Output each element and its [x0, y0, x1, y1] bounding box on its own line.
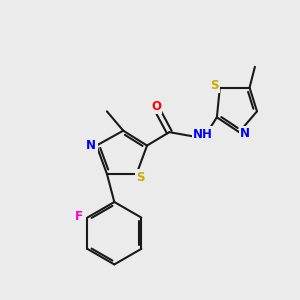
Text: NH: NH [193, 128, 213, 141]
Text: O: O [151, 100, 161, 113]
Text: N: N [240, 127, 250, 140]
Text: N: N [86, 139, 96, 152]
Text: F: F [75, 210, 83, 223]
Text: S: S [210, 79, 218, 92]
Text: S: S [136, 171, 144, 184]
